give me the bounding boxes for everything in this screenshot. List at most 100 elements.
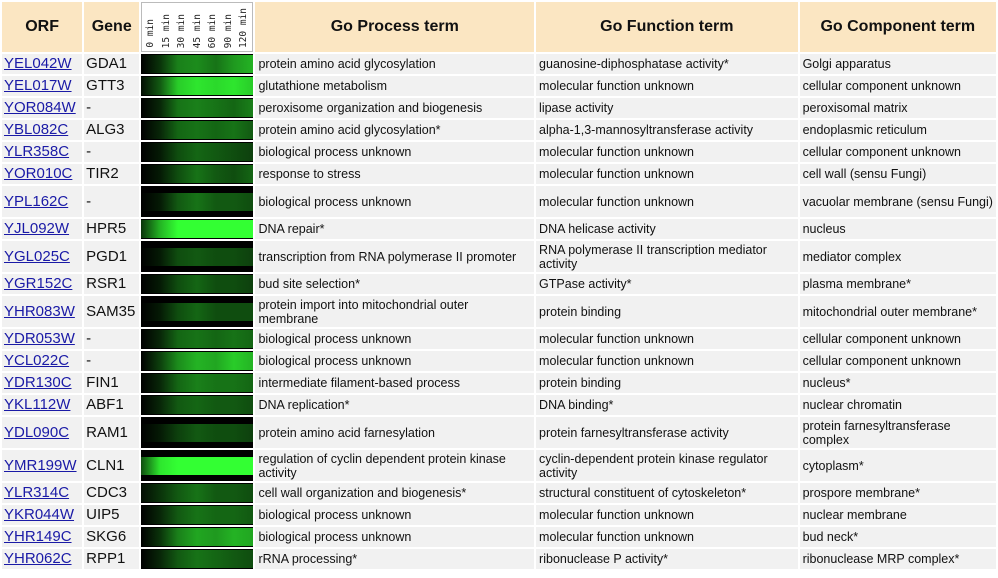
table-row: YMR199W CLN1 regulation of cyclin dependen… bbox=[2, 450, 996, 481]
process-term-cell: DNA repair* bbox=[255, 219, 535, 239]
component-term-cell: ribonuclease MRP complex* bbox=[799, 549, 996, 569]
function-term-cell: molecular function unknown bbox=[536, 142, 798, 162]
orf-cell: YEL017W bbox=[2, 76, 83, 96]
orf-link[interactable]: YEL017W bbox=[4, 77, 72, 94]
header-component: Go Component term bbox=[799, 2, 996, 52]
function-term-cell: protein farnesyltransferase activity bbox=[536, 417, 798, 448]
function-term-cell: protein binding bbox=[536, 373, 798, 393]
gene-cell: ALG3 bbox=[84, 120, 140, 140]
orf-link[interactable]: YOR084W bbox=[4, 99, 76, 116]
timepoint-label: 0 min bbox=[145, 19, 157, 48]
component-term-cell: cell wall (sensu Fungi) bbox=[799, 164, 996, 184]
gene-cell: GDA1 bbox=[84, 54, 140, 74]
expression-heat-cell bbox=[141, 296, 254, 327]
component-term-cell: nucleus* bbox=[799, 373, 996, 393]
process-term-cell: protein amino acid glycosylation bbox=[255, 54, 535, 74]
expression-heatmap-bar bbox=[141, 330, 254, 348]
function-term-cell: structural constituent of cytoskeleton* bbox=[536, 483, 798, 503]
gene-cell: CDC3 bbox=[84, 483, 140, 503]
gene-cell: - bbox=[84, 142, 140, 162]
orf-link[interactable]: YEL042W bbox=[4, 55, 72, 72]
orf-link[interactable]: YCL022C bbox=[4, 352, 70, 369]
expression-heatmap-bar bbox=[141, 550, 254, 568]
table-row: YKL112W ABF1 DNA replication* DNA binding* n… bbox=[2, 395, 996, 415]
expression-heatmap-bar bbox=[141, 55, 254, 73]
orf-link[interactable]: YKR044W bbox=[4, 506, 75, 523]
expression-heatmap-bar bbox=[141, 374, 254, 392]
orf-cell: YCL022C bbox=[2, 351, 83, 371]
process-term-cell: peroxisome organization and biogenesis bbox=[255, 98, 535, 118]
process-term-cell: glutathione metabolism bbox=[255, 76, 535, 96]
header-row: ORF Gene 0 min 15 min 30 min 45 min 60 min 90… bbox=[2, 2, 996, 52]
orf-cell: YGL025C bbox=[2, 241, 83, 272]
expression-heat-cell bbox=[141, 219, 254, 239]
expression-heat-cell bbox=[141, 483, 254, 503]
orf-link[interactable]: YLR358C bbox=[4, 143, 70, 160]
component-term-cell: cellular component unknown bbox=[799, 329, 996, 349]
orf-link[interactable]: YDR130C bbox=[4, 374, 72, 391]
orf-link[interactable]: YHR149C bbox=[4, 528, 72, 545]
expression-heat-cell bbox=[141, 241, 254, 272]
function-term-cell: cyclin-dependent protein kinase regulato… bbox=[536, 450, 798, 481]
expression-heatmap-bar bbox=[141, 456, 254, 475]
orf-link[interactable]: YDL090C bbox=[4, 423, 70, 441]
orf-cell: YOR084W bbox=[2, 98, 83, 118]
expression-heatmap-bar bbox=[141, 423, 254, 442]
gene-cell: - bbox=[84, 98, 140, 118]
process-term-cell: biological process unknown bbox=[255, 527, 535, 547]
expression-heat-cell bbox=[141, 450, 254, 481]
function-term-cell: molecular function unknown bbox=[536, 351, 798, 371]
orf-link[interactable]: YLR314C bbox=[4, 484, 70, 501]
orf-cell: YEL042W bbox=[2, 54, 83, 74]
function-term-cell: molecular function unknown bbox=[536, 329, 798, 349]
expression-heat-cell bbox=[141, 98, 254, 118]
table-row: YJL092W HPR5 DNA repair* DNA helicase activ… bbox=[2, 219, 996, 239]
expression-heatmap-bar bbox=[141, 302, 254, 321]
orf-link[interactable]: YBL082C bbox=[4, 121, 69, 138]
table-row: YOR010C TIR2 response to stress molecular f… bbox=[2, 164, 996, 184]
gene-cell: FIN1 bbox=[84, 373, 140, 393]
orf-link[interactable]: YPL162C bbox=[4, 192, 69, 210]
component-term-cell: Golgi apparatus bbox=[799, 54, 996, 74]
gene-cell: PGD1 bbox=[84, 241, 140, 272]
process-term-cell: rRNA processing* bbox=[255, 549, 535, 569]
orf-link[interactable]: YHR083W bbox=[4, 302, 75, 320]
function-term-cell: DNA helicase activity bbox=[536, 219, 798, 239]
gene-cell: SKG6 bbox=[84, 527, 140, 547]
function-term-cell: alpha-1,3-mannosyltransferase activity bbox=[536, 120, 798, 140]
timepoint-label: 30 min bbox=[176, 13, 188, 48]
component-term-cell: prospore membrane* bbox=[799, 483, 996, 503]
orf-link[interactable]: YJL092W bbox=[4, 220, 70, 237]
orf-link[interactable]: YMR199W bbox=[4, 456, 77, 474]
expression-heat-cell bbox=[141, 76, 254, 96]
expression-heatmap-bar bbox=[141, 528, 254, 546]
gene-cell: - bbox=[84, 329, 140, 349]
expression-heatmap-bar bbox=[141, 352, 254, 370]
gene-cell: - bbox=[84, 186, 140, 217]
component-term-cell: mitochondrial outer membrane* bbox=[799, 296, 996, 327]
table-row: YEL042W GDA1 protein amino acid glycosylat… bbox=[2, 54, 996, 74]
expression-heat-cell bbox=[141, 54, 254, 74]
header-function: Go Function term bbox=[536, 2, 798, 52]
table-row: YHR083W SAM35 protein import into mitochon… bbox=[2, 296, 996, 327]
orf-link[interactable]: YGL025C bbox=[4, 247, 70, 265]
orf-link[interactable]: YHR062C bbox=[4, 550, 72, 567]
orf-cell: YKR044W bbox=[2, 505, 83, 525]
table-row: YGL025C PGD1 transcription from RNA polyme… bbox=[2, 241, 996, 272]
function-term-cell: ribonuclease P activity* bbox=[536, 549, 798, 569]
component-term-cell: cellular component unknown bbox=[799, 76, 996, 96]
process-term-cell: response to stress bbox=[255, 164, 535, 184]
orf-link[interactable]: YKL112W bbox=[4, 396, 71, 413]
orf-link[interactable]: YGR152C bbox=[4, 275, 73, 292]
orf-link[interactable]: YDR053W bbox=[4, 330, 75, 347]
table-row: YGR152C RSR1 bud site selection* GTPase act… bbox=[2, 274, 996, 294]
expression-heat-cell bbox=[141, 142, 254, 162]
orf-cell: YHR062C bbox=[2, 549, 83, 569]
orf-cell: YHR083W bbox=[2, 296, 83, 327]
gene-cell: - bbox=[84, 351, 140, 371]
orf-link[interactable]: YOR010C bbox=[4, 165, 73, 182]
component-term-cell: endoplasmic reticulum bbox=[799, 120, 996, 140]
component-term-cell: bud neck* bbox=[799, 527, 996, 547]
function-term-cell: molecular function unknown bbox=[536, 164, 798, 184]
orf-cell: YJL092W bbox=[2, 219, 83, 239]
